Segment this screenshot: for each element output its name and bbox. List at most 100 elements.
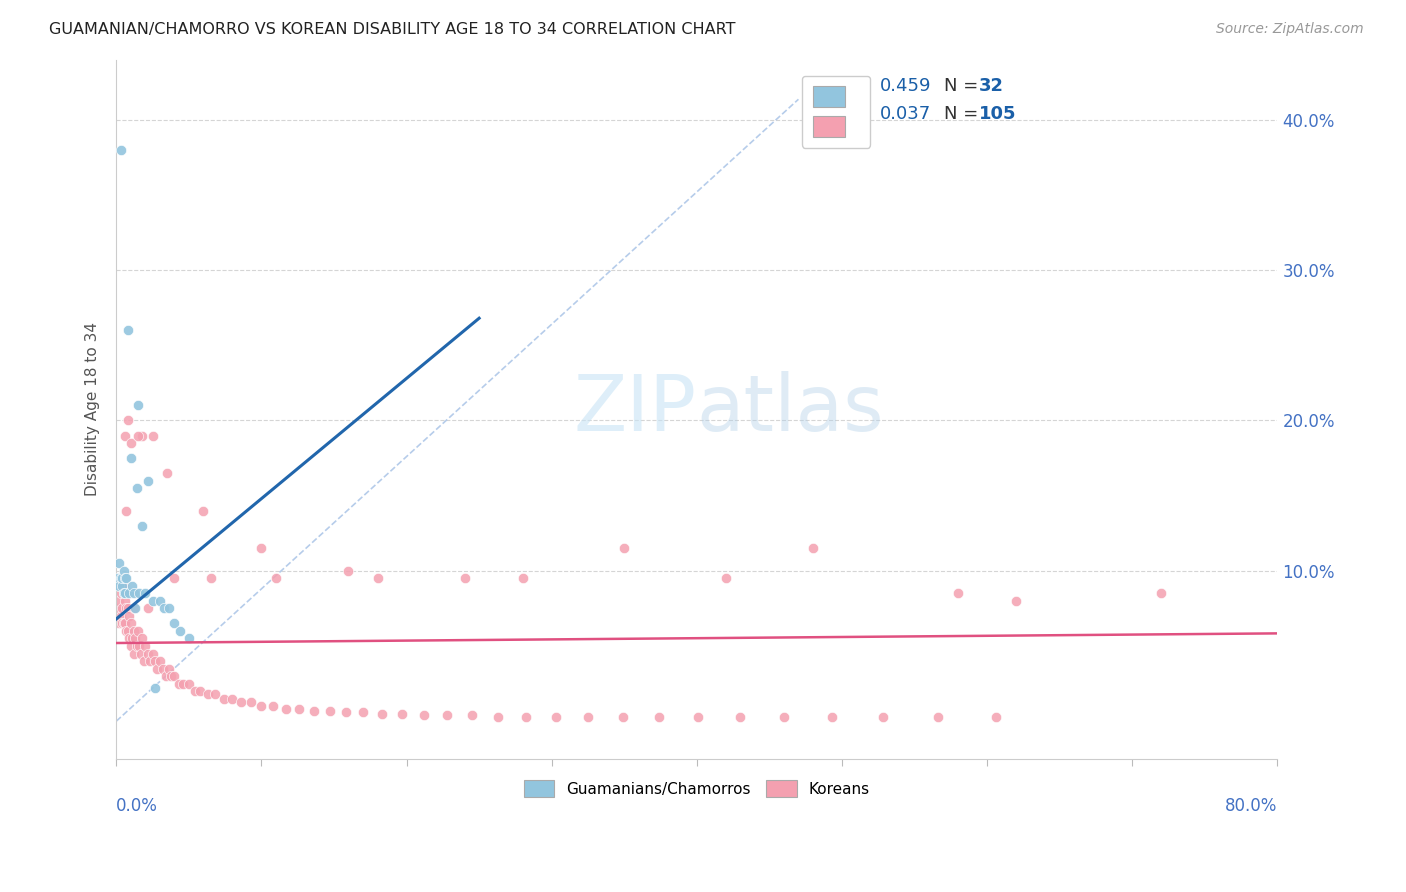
Point — [110, 571, 132, 585]
Point — [335, 705, 357, 719]
Point — [872, 709, 894, 723]
Point — [114, 571, 136, 585]
Text: 80.0%: 80.0% — [1225, 797, 1278, 815]
Point — [274, 702, 297, 716]
Point — [1005, 594, 1028, 608]
Text: R =: R = — [831, 105, 869, 123]
Point — [177, 632, 200, 646]
Point — [145, 654, 167, 668]
Point — [229, 695, 252, 709]
Point — [118, 609, 141, 624]
Point — [125, 481, 148, 495]
Text: 0.459: 0.459 — [880, 77, 932, 95]
Point — [436, 708, 458, 723]
Point — [160, 669, 183, 683]
Point — [134, 586, 156, 600]
Point — [115, 504, 138, 518]
Point — [413, 708, 436, 723]
Point — [367, 571, 389, 585]
Point — [544, 709, 567, 723]
Point — [131, 518, 153, 533]
Point — [163, 616, 186, 631]
Point — [108, 594, 131, 608]
Point — [120, 639, 142, 653]
Point — [134, 639, 156, 653]
Point — [112, 586, 135, 600]
Point — [145, 681, 167, 695]
Point — [114, 428, 136, 442]
Point — [773, 709, 796, 723]
Point — [204, 687, 226, 701]
Point — [121, 632, 143, 646]
Point — [1150, 586, 1173, 600]
Point — [114, 586, 136, 600]
Point — [118, 586, 141, 600]
Point — [167, 676, 190, 690]
Point — [197, 687, 219, 701]
Point — [262, 699, 284, 714]
Point — [115, 571, 138, 585]
Point — [129, 647, 152, 661]
Point — [318, 704, 340, 718]
Point — [730, 709, 752, 723]
Point — [114, 616, 136, 631]
Text: 0.0%: 0.0% — [117, 797, 157, 815]
Point — [108, 557, 131, 571]
Point — [112, 564, 135, 578]
Point — [110, 579, 132, 593]
Point — [132, 654, 155, 668]
Point — [111, 571, 134, 585]
Text: N =: N = — [945, 105, 979, 123]
Point — [250, 541, 273, 556]
Point — [112, 586, 135, 600]
Point — [136, 647, 159, 661]
Point — [190, 684, 212, 698]
Text: N =: N = — [945, 77, 979, 95]
Point — [122, 647, 145, 661]
Point — [122, 624, 145, 638]
Point — [352, 705, 374, 719]
Point — [110, 609, 132, 624]
Point — [156, 466, 179, 480]
Point — [152, 662, 174, 676]
Point — [124, 632, 146, 646]
Point — [117, 323, 139, 337]
Point — [169, 624, 191, 638]
Point — [153, 601, 176, 615]
Point — [111, 616, 134, 631]
Point — [127, 399, 149, 413]
Point — [146, 662, 169, 676]
Point — [512, 571, 534, 585]
Point — [120, 616, 142, 631]
Point — [688, 709, 710, 723]
Point — [127, 624, 149, 638]
Y-axis label: Disability Age 18 to 34: Disability Age 18 to 34 — [86, 322, 100, 496]
Text: GUAMANIAN/CHAMORRO VS KOREAN DISABILITY AGE 18 TO 34 CORRELATION CHART: GUAMANIAN/CHAMORRO VS KOREAN DISABILITY … — [49, 22, 735, 37]
Text: 105: 105 — [979, 105, 1017, 123]
Text: R =: R = — [831, 77, 869, 95]
Point — [337, 564, 360, 578]
Point — [613, 541, 636, 556]
Point — [250, 699, 273, 714]
Point — [120, 451, 142, 466]
Point — [108, 579, 131, 593]
Point — [163, 571, 186, 585]
Point — [124, 601, 146, 615]
Point — [136, 601, 159, 615]
Point — [107, 601, 129, 615]
Point — [193, 504, 215, 518]
Point — [461, 708, 484, 723]
Point — [117, 601, 139, 615]
Text: Source: ZipAtlas.com: Source: ZipAtlas.com — [1216, 22, 1364, 37]
Point — [128, 639, 150, 653]
Point — [122, 586, 145, 600]
Point — [120, 436, 142, 450]
Point — [107, 571, 129, 585]
Point — [821, 709, 844, 723]
Point — [163, 669, 186, 683]
Point — [125, 639, 148, 653]
Text: 0.037: 0.037 — [880, 105, 932, 123]
Point — [302, 704, 325, 718]
Point — [371, 706, 394, 721]
Point — [486, 709, 509, 723]
